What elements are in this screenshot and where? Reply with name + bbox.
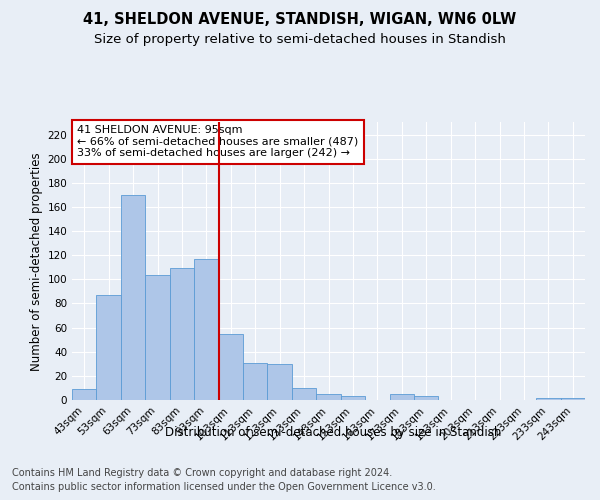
Bar bbox=[341, 396, 365, 400]
Text: 41, SHELDON AVENUE, STANDISH, WIGAN, WN6 0LW: 41, SHELDON AVENUE, STANDISH, WIGAN, WN6… bbox=[83, 12, 517, 28]
Bar bbox=[560, 398, 585, 400]
Bar bbox=[97, 295, 121, 400]
Bar bbox=[121, 195, 145, 400]
Bar bbox=[72, 389, 97, 400]
Text: Size of property relative to semi-detached houses in Standish: Size of property relative to semi-detach… bbox=[94, 32, 506, 46]
Text: Distribution of semi-detached houses by size in Standish: Distribution of semi-detached houses by … bbox=[165, 426, 501, 439]
Bar bbox=[414, 396, 439, 400]
Bar bbox=[170, 268, 194, 400]
Bar bbox=[218, 334, 243, 400]
Bar bbox=[316, 394, 341, 400]
Bar bbox=[194, 259, 218, 400]
Text: Contains public sector information licensed under the Open Government Licence v3: Contains public sector information licen… bbox=[12, 482, 436, 492]
Bar bbox=[389, 394, 414, 400]
Bar bbox=[243, 362, 268, 400]
Text: 41 SHELDON AVENUE: 95sqm
← 66% of semi-detached houses are smaller (487)
33% of : 41 SHELDON AVENUE: 95sqm ← 66% of semi-d… bbox=[77, 126, 358, 158]
Y-axis label: Number of semi-detached properties: Number of semi-detached properties bbox=[30, 152, 43, 370]
Bar bbox=[536, 398, 560, 400]
Bar bbox=[145, 274, 170, 400]
Bar bbox=[268, 364, 292, 400]
Bar bbox=[292, 388, 316, 400]
Text: Contains HM Land Registry data © Crown copyright and database right 2024.: Contains HM Land Registry data © Crown c… bbox=[12, 468, 392, 477]
